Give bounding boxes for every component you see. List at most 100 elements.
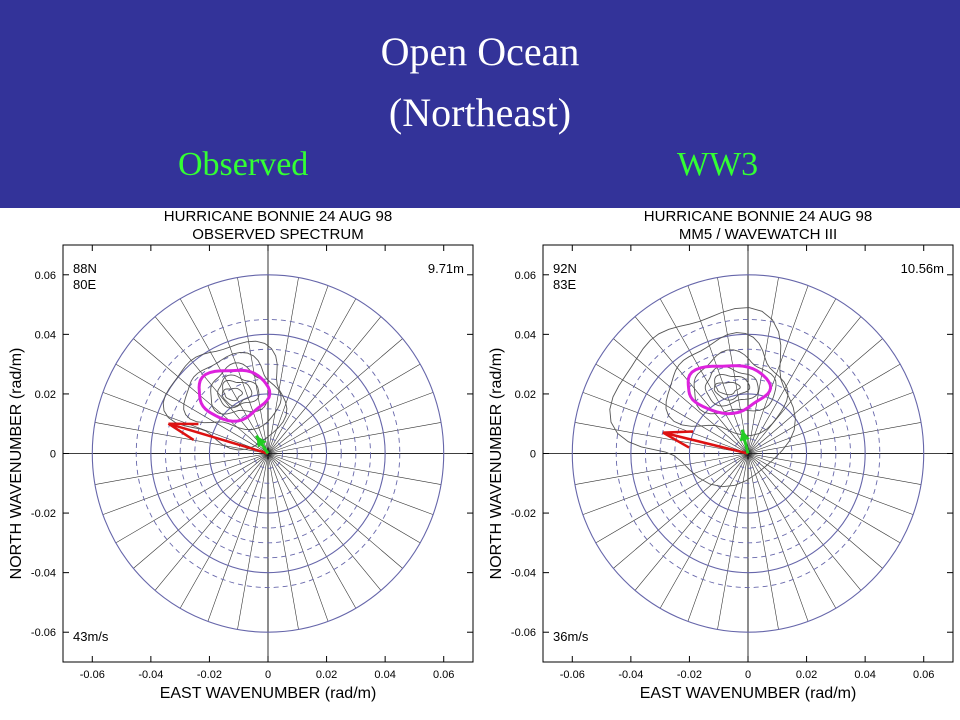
x-tick-label: -0.02 [677,669,702,681]
spectrum-contour [665,332,789,436]
dashed-wavenumber-ring [659,363,837,544]
solid-wavenumber-ring [150,333,386,574]
radial-spoke [595,453,749,544]
y-tick-label: 0.02 [515,389,536,401]
wind-arrow-shaft [168,422,269,455]
x-axis-label: EAST WAVENUMBER (rad/m) [160,685,377,702]
dashed-wavenumber-ring [135,319,401,588]
y-tick-label: -0.02 [511,508,536,520]
x-tick-label: 0.04 [374,669,395,681]
x-axis-label: EAST WAVENUMBER (rad/m) [640,685,857,702]
y-tick-label: -0.06 [511,627,536,639]
radial-spoke [133,453,269,569]
x-tick-label: -0.02 [197,669,222,681]
dashed-wavenumber-ring [238,423,298,484]
radial-spoke [267,453,382,591]
x-tick-label: 0.02 [796,669,817,681]
y-tick-label: -0.02 [31,508,56,520]
spectrum-contour [693,349,777,415]
spectrum-contour [704,365,759,407]
x-tick-label: -0.06 [80,669,105,681]
x-tick-label: 0.04 [854,669,875,681]
radial-spoke [613,338,749,454]
dashed-wavenumber-ring [194,378,342,529]
spectrum-contour [714,381,741,396]
solid-wavenumber-ring [91,274,445,633]
dashed-wavenumber-ring [674,378,822,529]
radial-spoke [267,363,421,454]
peak-contour [197,368,272,423]
radial-spoke [747,363,901,454]
solid-wavenumber-ring [688,393,808,514]
location-latitude: 88N [73,261,97,276]
dashed-wavenumber-ring [223,408,313,499]
location-longitude: 80E [73,277,96,292]
radial-spoke [94,422,269,454]
chart-subtitle: OBSERVED SPECTRUM [192,226,363,243]
spectrum-contour [609,307,796,488]
radial-spoke [179,453,269,609]
x-tick-label: 0.06 [433,669,454,681]
radial-spoke [115,453,269,544]
radial-spoke [747,285,809,454]
slide-title-line2: (Northeast) [388,90,572,135]
radial-spoke [237,277,269,454]
wave-arrow-head [256,435,267,448]
plot-area [543,245,953,662]
y-tick-label: 0.04 [515,329,536,341]
dashed-wavenumber-ring [252,438,284,469]
dashed-wavenumber-ring [615,319,881,588]
x-tick-label: -0.06 [560,669,585,681]
wave-height-label: 9.71m [428,261,464,276]
wind-arrow-head [167,422,195,441]
radial-spoke [267,453,442,485]
x-tick-label: 0 [745,669,751,681]
y-tick-label: -0.04 [511,568,536,580]
spectrum-contour [217,374,260,409]
location-latitude: 92N [553,261,577,276]
y-tick-label: 0 [50,449,56,461]
radial-spoke [659,453,749,609]
title-banner: Open Ocean (Northeast) Observed WW3 [0,0,960,208]
wind-arrow-head [662,431,690,449]
dashed-wavenumber-ring [732,438,764,469]
y-tick-label: 0 [530,449,536,461]
spectrum-contour [221,380,253,407]
wind-arrow-shaft [662,431,749,455]
spectrum-contour [183,351,282,430]
x-tick-label: -0.04 [138,669,163,681]
y-tick-label: 0.06 [35,270,56,282]
radial-spoke [747,453,922,485]
peak-contour [686,364,773,416]
solid-wavenumber-ring [571,274,925,633]
ww3-label: WW3 [677,146,759,183]
x-tick-label: 0.06 [913,669,934,681]
x-tick-label: 0 [265,669,271,681]
dashed-wavenumber-ring [718,423,778,484]
wave-arrow-head [739,429,750,442]
ww3-spectrum-chart: -0.06 -0.04 -0.02 0 0.02 0.04 0.06 0.06 0.04 0.02… [488,208,954,702]
y-tick-label: 0.06 [515,270,536,282]
chart-title: HURRICANE BONNIE 24 AUG 98 [164,208,392,225]
chart-title: HURRICANE BONNIE 24 AUG 98 [644,208,872,225]
wind-speed-label: 36m/s [553,629,589,644]
x-tick-label: 0.02 [316,669,337,681]
radial-spoke [747,453,862,591]
dashed-wavenumber-ring [179,363,357,544]
dashed-wavenumber-ring [165,348,371,559]
location-longitude: 83E [553,277,576,292]
radial-spoke [747,453,779,630]
radial-spoke [574,422,749,454]
x-tick-label: -0.04 [618,669,643,681]
radial-spoke [207,453,269,622]
spectrum-contour [713,374,751,401]
y-tick-label: 0.04 [35,329,56,341]
observed-label: Observed [178,146,309,183]
radial-spoke [613,453,749,569]
radial-spoke [687,453,749,622]
dashed-wavenumber-ring [645,348,851,559]
y-tick-label: -0.04 [31,568,56,580]
plot-area [63,245,473,662]
observed-spectrum-chart: -0.06 -0.04 -0.02 0 0.02 0.04 0.06 0.06 0.04 0.02… [8,208,474,702]
y-axis-label: NORTH WAVENUMBER (rad/m) [488,348,505,580]
